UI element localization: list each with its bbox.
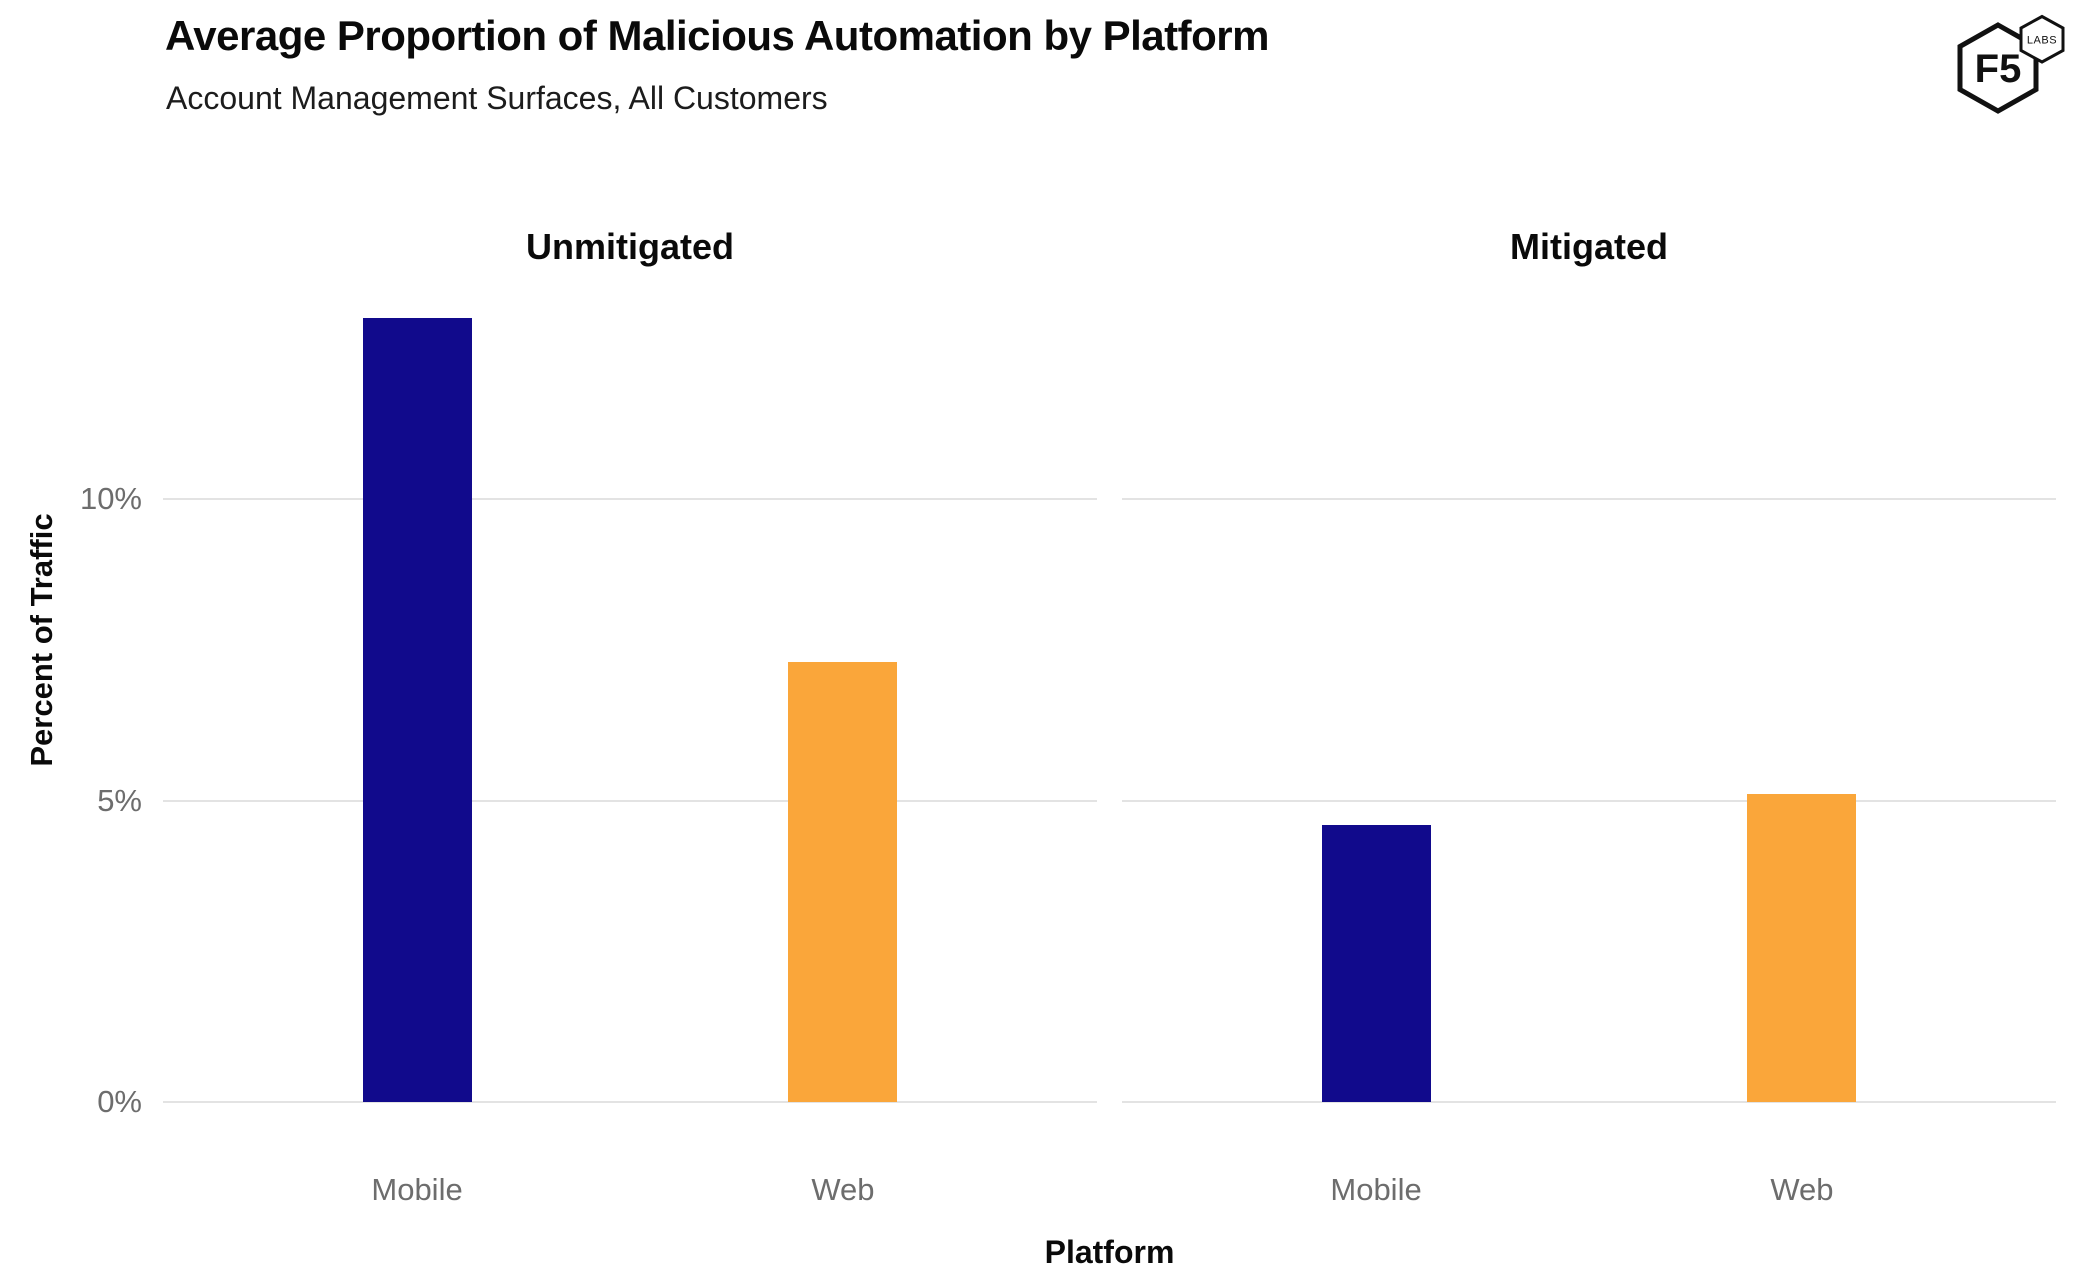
gridline bbox=[1122, 498, 2056, 500]
x-tick-label: Mobile bbox=[1330, 1172, 1422, 1207]
labs-hexagon-icon bbox=[2019, 14, 2065, 64]
y-tick-label: 10% bbox=[79, 481, 142, 516]
page-subtitle: Account Management Surfaces, All Custome… bbox=[166, 80, 828, 116]
page-title: Average Proportion of Malicious Automati… bbox=[165, 12, 1270, 59]
gridline bbox=[1122, 1101, 2056, 1103]
f5-labs-logo: F5 LABS bbox=[1957, 14, 2065, 114]
bar-mitigated-web bbox=[1747, 794, 1857, 1102]
x-tick-label: Web bbox=[811, 1172, 875, 1207]
x-tick-label: Web bbox=[1770, 1172, 1834, 1207]
gridline bbox=[163, 1101, 1097, 1103]
facet-title-unmitigated: Unmitigated bbox=[525, 226, 734, 267]
bar-unmitigated-web bbox=[788, 661, 898, 1102]
gridline bbox=[163, 498, 1097, 500]
logo-labs-text: LABS bbox=[2027, 35, 2057, 47]
y-axis-title: Percent of Traffic bbox=[24, 513, 59, 767]
gridline bbox=[1122, 799, 2056, 802]
y-tick-label: 5% bbox=[97, 782, 142, 818]
bar-mitigated-mobile bbox=[1321, 824, 1431, 1102]
facet-title-mitigated: Mitigated bbox=[1510, 226, 1668, 267]
x-tick-label: Mobile bbox=[371, 1172, 463, 1207]
x-axis-title: Platform bbox=[1044, 1234, 1175, 1270]
bar-unmitigated-mobile bbox=[362, 318, 472, 1102]
gridline bbox=[163, 799, 1097, 802]
y-tick-label: 0% bbox=[97, 1084, 142, 1119]
logo-f5-text: F5 bbox=[1975, 47, 2022, 91]
